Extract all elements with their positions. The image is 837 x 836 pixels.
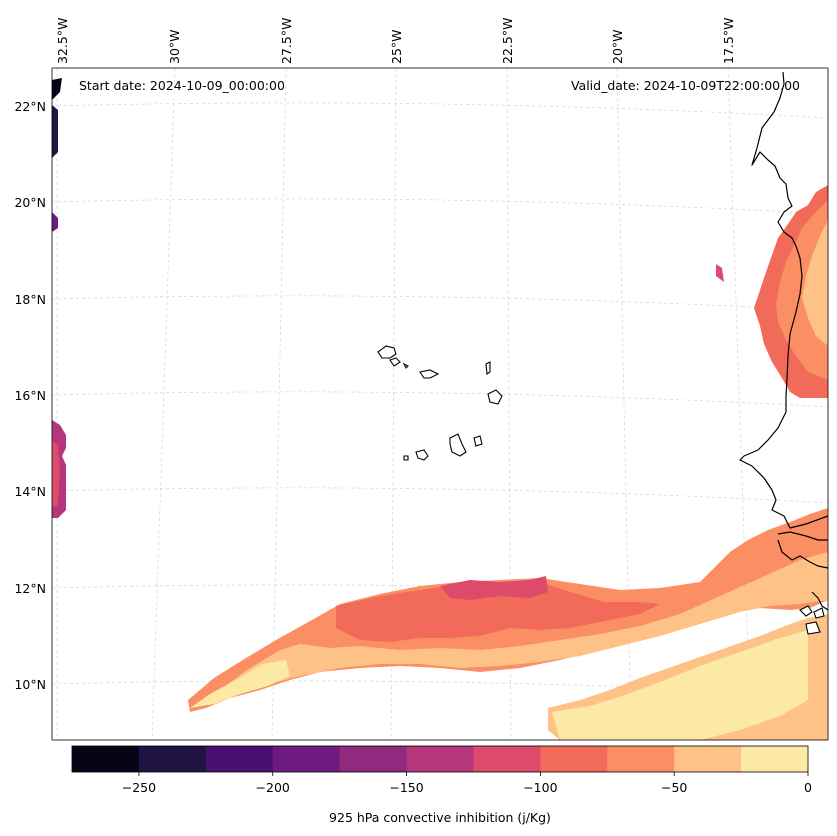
colorbar-frame xyxy=(71,745,809,773)
colorbar-tick-label: −250 xyxy=(122,780,156,795)
lon-label: 30°W xyxy=(167,29,182,64)
cin-contours xyxy=(52,78,828,740)
colorbar-tick-label: −100 xyxy=(523,780,557,795)
longitude-labels: 32.5°W 30°W 27.5°W 25°W 22.5°W 20°W 17.5… xyxy=(55,18,736,64)
lon-label: 22.5°W xyxy=(500,18,515,64)
cin-band-south-pale xyxy=(190,660,290,708)
colorbar-bin xyxy=(339,746,408,772)
island-sal xyxy=(485,361,491,375)
gridline-lon-30 xyxy=(151,68,176,740)
cape-verde-islands xyxy=(377,345,503,461)
colorbar-bin xyxy=(741,746,809,772)
gambia-river xyxy=(777,531,828,541)
island-maio xyxy=(473,435,483,447)
lon-label: 27.5°W xyxy=(279,18,294,64)
colorbar: −250 −200 −150 −100 −50 0 925 hPa convective … xyxy=(71,745,812,825)
bijagos-islands xyxy=(799,605,813,617)
cin-block-southeast-core xyxy=(552,630,808,740)
gridline-lat-20 xyxy=(52,198,828,215)
colorbar-bin xyxy=(72,746,140,772)
gridline-lat-22 xyxy=(52,102,828,119)
lat-label: 14°N xyxy=(14,484,46,499)
coastline xyxy=(739,71,828,635)
colorbar-bin xyxy=(272,746,341,772)
colorbar-bin xyxy=(540,746,608,772)
island-santo-antao xyxy=(377,345,397,359)
cin-band-south-darkred xyxy=(440,576,548,600)
island-santiago xyxy=(449,433,467,457)
latitude-labels: 22°N 20°N 18°N 16°N 14°N 12°N 10°N xyxy=(14,99,46,692)
colorbar-label: 925 hPa convective inhibition (j/Kg) xyxy=(329,810,551,825)
cin-band-south-red xyxy=(336,582,660,642)
lon-label: 32.5°W xyxy=(55,18,70,64)
colorbar-tick-label: −50 xyxy=(661,780,687,795)
colorbar-bin xyxy=(205,746,274,772)
gridline-lon-17-5 xyxy=(727,68,752,740)
lat-label: 12°N xyxy=(14,581,46,596)
map-frame xyxy=(51,67,829,741)
start-date-label: Start date: 2024-10-09_00:00:00 xyxy=(79,78,285,93)
gridline-lat-18 xyxy=(52,295,828,312)
bijagos-islands-2 xyxy=(805,621,821,635)
island-brava xyxy=(403,455,409,461)
africa-coastline xyxy=(739,71,828,529)
colorbar-bins xyxy=(72,746,809,772)
valid-date-label: Valid_date: 2024-10-09T22:00:00.00 xyxy=(571,78,800,93)
colorbar-tick-label: −150 xyxy=(389,780,423,795)
bijagos-islands-3 xyxy=(813,607,825,619)
lat-label: 18°N xyxy=(14,292,46,307)
guinea-coast xyxy=(811,591,828,611)
cin-patch-left-upper xyxy=(52,105,58,158)
island-sao-nicolau xyxy=(419,369,440,379)
lon-label: 25°W xyxy=(389,29,404,64)
island-sao-vicente xyxy=(389,357,401,367)
lon-label: 20°W xyxy=(610,29,625,64)
cin-patch-left-mid-inner xyxy=(52,440,60,508)
colorbar-bin xyxy=(473,746,541,772)
colorbar-bin xyxy=(674,746,742,772)
guinea-bissau-coast xyxy=(777,539,828,569)
cin-band-east-inner xyxy=(776,200,828,380)
cin-patch-left-small xyxy=(52,212,58,232)
gridline-lat-14 xyxy=(52,487,828,504)
island-boa-vista xyxy=(487,389,503,405)
colorbar-bin xyxy=(607,746,675,772)
colorbar-bin xyxy=(406,746,474,772)
colorbar-tick-label: −200 xyxy=(256,780,290,795)
gridline-lat-12 xyxy=(52,584,828,601)
gridline-lat-16 xyxy=(52,391,828,408)
colorbar-bin xyxy=(138,746,207,772)
map-content xyxy=(52,68,828,740)
lat-label: 20°N xyxy=(14,195,46,210)
cin-patch-east-small xyxy=(716,264,724,282)
cin-patch-top-left xyxy=(52,78,62,100)
cin-band-east-core xyxy=(802,220,828,346)
colorbar-ticks: −250 −200 −150 −100 −50 0 xyxy=(122,772,812,795)
lat-label: 16°N xyxy=(14,388,46,403)
lat-label: 22°N xyxy=(14,99,46,114)
lat-label: 10°N xyxy=(14,677,46,692)
island-fogo xyxy=(415,449,429,461)
colorbar-tick-label: 0 xyxy=(804,780,812,795)
lon-label: 17.5°W xyxy=(721,18,736,64)
island-santa-luzia xyxy=(402,362,409,369)
gridline-lat-10 xyxy=(52,680,828,697)
gridline-lon-27-5 xyxy=(271,68,287,740)
